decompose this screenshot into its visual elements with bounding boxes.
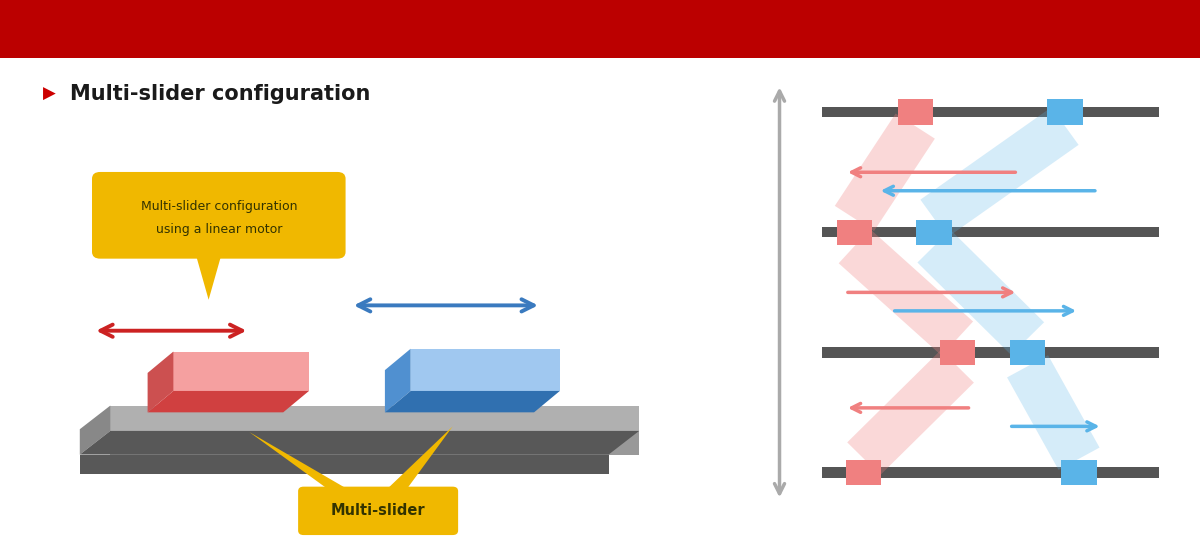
FancyBboxPatch shape <box>628 3 1188 55</box>
Polygon shape <box>196 252 222 300</box>
Polygon shape <box>173 351 308 391</box>
Bar <box>822 227 1159 238</box>
Polygon shape <box>385 349 410 412</box>
Polygon shape <box>839 229 973 356</box>
FancyBboxPatch shape <box>92 172 346 258</box>
Polygon shape <box>920 107 1079 237</box>
Bar <box>940 340 974 365</box>
Polygon shape <box>410 349 560 391</box>
Polygon shape <box>148 391 308 412</box>
Text: Sliders can be operated independently, allowing you to: Sliders can be operated independently, a… <box>14 19 716 39</box>
Bar <box>836 219 872 245</box>
Bar <box>822 468 1159 477</box>
Polygon shape <box>79 431 640 454</box>
Polygon shape <box>835 113 935 231</box>
Polygon shape <box>110 405 640 431</box>
Bar <box>1010 340 1045 365</box>
Bar <box>822 348 1159 358</box>
FancyBboxPatch shape <box>298 487 458 535</box>
Bar <box>898 100 932 125</box>
Text: Multi-slider configuration: Multi-slider configuration <box>140 200 298 213</box>
Text: Multi-slider configuration: Multi-slider configuration <box>70 84 370 104</box>
Polygon shape <box>385 391 560 412</box>
Text: ▶: ▶ <box>42 85 55 103</box>
Polygon shape <box>918 230 1044 355</box>
Bar <box>1062 460 1097 485</box>
Bar <box>1048 100 1082 125</box>
Polygon shape <box>79 405 110 454</box>
Polygon shape <box>1007 355 1099 470</box>
Polygon shape <box>148 351 173 412</box>
Bar <box>846 460 881 485</box>
Bar <box>822 107 1159 117</box>
Bar <box>917 219 952 245</box>
Polygon shape <box>110 431 640 454</box>
Text: optimize motion along one axis!: optimize motion along one axis! <box>706 19 1110 39</box>
Text: using a linear motor: using a linear motor <box>156 223 282 236</box>
Polygon shape <box>79 454 608 474</box>
Polygon shape <box>250 432 352 491</box>
Polygon shape <box>385 426 452 491</box>
Text: Multi-slider: Multi-slider <box>331 503 426 518</box>
Polygon shape <box>847 350 974 475</box>
